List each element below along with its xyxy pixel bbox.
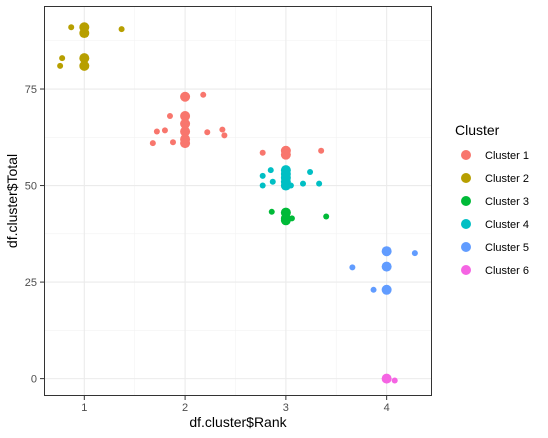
data-point [411, 250, 418, 257]
data-points [57, 22, 418, 384]
data-point [180, 118, 191, 129]
legend-items: Cluster 1 Cluster 2 Cluster 3 Cluster 4 Clus… [461, 150, 529, 277]
panel-border [44, 6, 432, 396]
data-point [259, 149, 266, 156]
data-point [57, 62, 64, 69]
x-axis: 1 2 3 4 [81, 396, 390, 414]
data-point [259, 182, 266, 189]
data-point [79, 28, 90, 39]
data-point [180, 91, 191, 102]
data-point [300, 180, 307, 187]
data-point [381, 246, 392, 257]
legend-key [461, 150, 471, 160]
data-point [153, 128, 160, 135]
y-tick-label: 25 [25, 277, 37, 289]
data-point [161, 127, 168, 134]
data-point [288, 215, 295, 222]
y-tick-label: 75 [25, 84, 37, 96]
x-tick-label: 2 [182, 402, 188, 414]
data-point [259, 172, 266, 179]
data-point [287, 182, 294, 189]
y-tick-label: 50 [25, 181, 37, 193]
x-tick-label: 1 [81, 402, 87, 414]
data-point [307, 169, 314, 176]
data-point [318, 147, 325, 154]
plot-panel [44, 6, 432, 396]
legend-key [461, 265, 471, 275]
minor-gridlines [44, 6, 432, 396]
legend-key [461, 173, 471, 183]
legend-label: Cluster 6 [485, 265, 529, 277]
data-point [200, 91, 207, 98]
data-point [323, 213, 330, 220]
data-point [268, 208, 275, 215]
data-point [180, 111, 191, 122]
data-point [79, 60, 90, 71]
legend-key [461, 196, 471, 206]
major-gridlines [44, 6, 432, 396]
legend-label: Cluster 1 [485, 150, 529, 162]
y-axis-title: df.cluster$Total [4, 154, 20, 248]
data-point [166, 113, 173, 120]
y-tick-label: 0 [31, 374, 37, 386]
x-tick-label: 3 [283, 402, 289, 414]
data-point [180, 138, 191, 149]
data-point [169, 139, 176, 146]
data-point [68, 24, 75, 31]
legend-key [461, 219, 471, 229]
data-point [280, 215, 291, 226]
data-point [149, 140, 156, 147]
data-point [280, 149, 291, 160]
y-axis: 0 25 50 75 [25, 84, 44, 386]
legend-key [461, 242, 471, 252]
data-point [381, 261, 392, 272]
panel-background [44, 6, 432, 396]
legend-label: Cluster 4 [485, 219, 529, 231]
legend-label: Cluster 2 [485, 173, 529, 185]
data-point [316, 180, 323, 187]
x-tick-label: 4 [384, 402, 390, 414]
data-point [219, 126, 226, 133]
legend-label: Cluster 5 [485, 242, 529, 254]
data-point [349, 264, 356, 271]
legend-label: Cluster 3 [485, 196, 529, 208]
data-point [280, 180, 291, 191]
data-point [381, 373, 392, 384]
data-point [391, 377, 398, 384]
x-axis-title: df.cluster$Rank [189, 414, 287, 430]
data-point [221, 132, 228, 139]
data-point [180, 126, 191, 137]
data-point [204, 129, 211, 136]
legend-title: Cluster [455, 122, 500, 138]
data-point [269, 178, 276, 185]
data-point [79, 53, 90, 64]
data-point [118, 26, 125, 33]
data-point [370, 286, 377, 293]
data-point [381, 284, 392, 295]
data-point [59, 55, 66, 62]
data-point [267, 167, 274, 174]
